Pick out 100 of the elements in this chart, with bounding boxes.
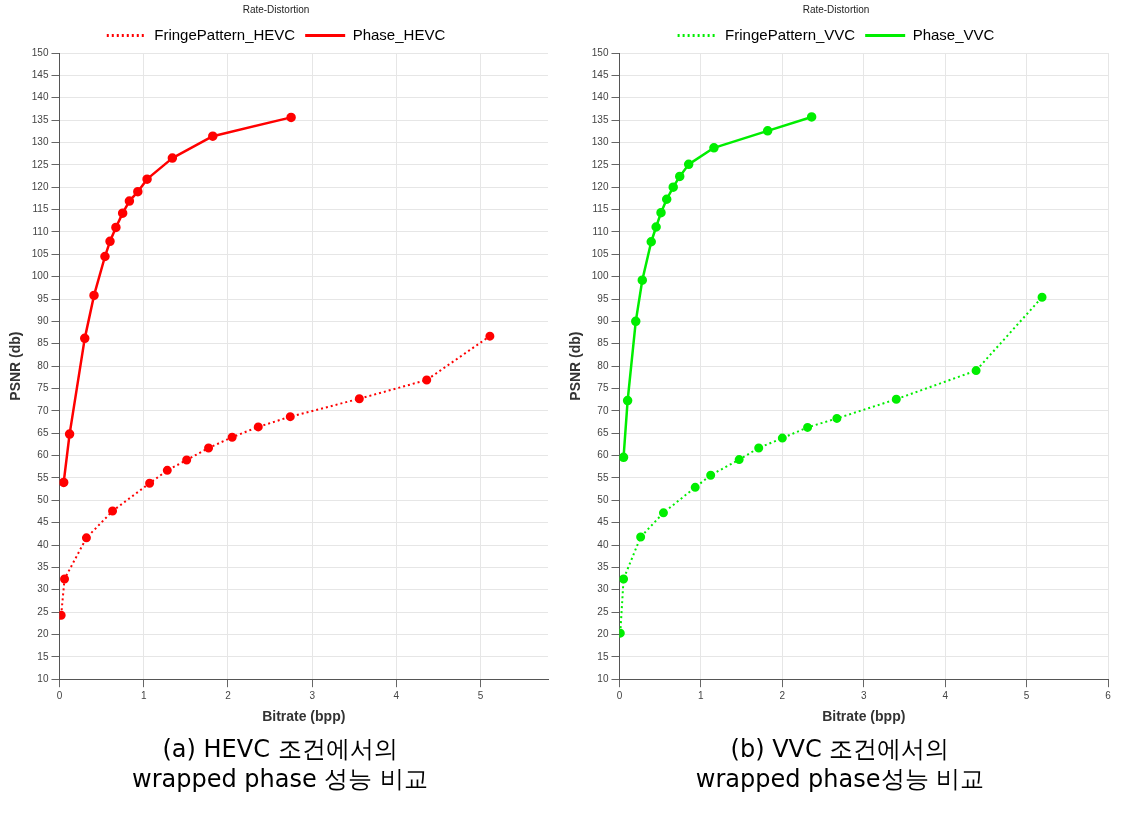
y-tick-label: 40 (37, 538, 49, 550)
point (285, 412, 295, 422)
y-tick-label: 65 (597, 426, 609, 438)
point (64, 429, 75, 439)
y-axis-title: PSNR (db) (567, 331, 584, 401)
y-tick-label: 120 (31, 180, 49, 192)
y-tick-label: 135 (591, 113, 609, 125)
point (354, 394, 364, 404)
point (162, 465, 172, 475)
y-tick-label: 80 (597, 359, 609, 371)
point (683, 159, 694, 170)
y-tick-label: 15 (37, 650, 49, 662)
point (60, 574, 70, 584)
point (108, 506, 118, 516)
y-tick-label: 60 (597, 449, 609, 461)
y-tick-label: 120 (591, 180, 609, 192)
point (133, 186, 143, 197)
y-tick-label: 130 (31, 136, 49, 148)
y-tick-label: 85 (597, 337, 609, 349)
y-tick-label: 25 (37, 605, 49, 617)
y-tick-label: 60 (37, 449, 49, 461)
y-tick-label: 80 (37, 359, 49, 371)
y-tick-label: 140 (31, 91, 49, 103)
y-tick-label: 35 (37, 561, 49, 573)
y-tick-label: 45 (597, 516, 609, 528)
point (422, 375, 432, 385)
point (142, 174, 152, 184)
point (777, 433, 787, 443)
point (286, 112, 296, 123)
x-tick-label: 0 (56, 689, 63, 701)
legend-label: Phase_HEVC (352, 25, 446, 43)
point (651, 222, 661, 232)
y-tick-label: 40 (597, 538, 609, 550)
point (89, 290, 99, 301)
point (145, 478, 155, 488)
x-axis-title: Bitrate (bpp) (822, 708, 906, 725)
text: (a) HEVC 조건에서의 wrapped phase 성능 비교 (131, 734, 429, 794)
point (100, 251, 110, 262)
y-tick-label: 100 (31, 270, 49, 282)
legend-label: FringePattern_HEVC (154, 25, 296, 43)
point (661, 194, 672, 205)
x-tick-label: 6 (1105, 689, 1112, 701)
y-tick-label: 10 (597, 672, 609, 684)
y-tick-label: 55 (597, 471, 609, 483)
x-tick-label: 1 (698, 689, 705, 701)
y-tick-label: 50 (37, 494, 49, 506)
y-tick-label: 65 (37, 426, 49, 438)
y-tick-label: 20 (37, 628, 49, 640)
y-tick-label: 95 (597, 292, 609, 304)
point (117, 208, 128, 218)
point (803, 422, 813, 432)
point (485, 331, 495, 341)
point (668, 182, 678, 192)
y-tick-label: 110 (32, 225, 49, 237)
x-tick-label: 4 (393, 689, 400, 701)
point (690, 482, 700, 492)
point (646, 237, 656, 247)
point (204, 443, 214, 453)
point (754, 443, 764, 453)
point (105, 236, 115, 247)
y-tick-label: 20 (597, 628, 609, 640)
point (124, 196, 135, 206)
point (637, 275, 648, 285)
point (622, 395, 633, 406)
chart-title: Rate-Distortion (242, 3, 310, 15)
point (709, 143, 719, 153)
y-tick-label: 110 (592, 225, 609, 237)
x-tick-label: 5 (1023, 689, 1030, 701)
y-tick-label: 90 (597, 315, 609, 327)
legend-label: Phase_VVC (912, 25, 995, 43)
y-tick-label: 95 (37, 292, 49, 304)
y-tick-label: 115 (32, 203, 49, 215)
x-tick-label: 0 (616, 689, 623, 701)
y-tick-label: 140 (591, 91, 609, 103)
y-tick-label: 75 (597, 382, 609, 394)
y-tick-label: 55 (37, 471, 49, 483)
x-axis-title: Bitrate (bpp) (262, 708, 346, 725)
point (674, 171, 685, 182)
y-tick-label: 10 (37, 672, 49, 684)
legend-label: FringePattern_VVC (725, 25, 856, 43)
x-tick-label: 2 (225, 689, 232, 701)
point (636, 532, 646, 542)
y-tick-label: 75 (37, 382, 49, 394)
point (619, 452, 629, 463)
point (111, 222, 121, 233)
point (762, 126, 773, 136)
point (971, 366, 981, 376)
x-tick-label: 1 (140, 689, 147, 701)
point (1037, 292, 1047, 302)
y-tick-label: 145 (591, 69, 609, 81)
y-tick-label: 150 (591, 46, 609, 58)
y-tick-label: 30 (597, 583, 609, 595)
point (734, 455, 744, 465)
point (832, 413, 842, 423)
point (80, 333, 90, 344)
y-tick-label: 105 (31, 248, 49, 260)
y-tick-label: 125 (591, 158, 609, 170)
y-tick-label: 45 (37, 516, 49, 528)
y-tick-label: 70 (597, 404, 609, 416)
y-axis-title: PSNR (db) (7, 331, 24, 401)
